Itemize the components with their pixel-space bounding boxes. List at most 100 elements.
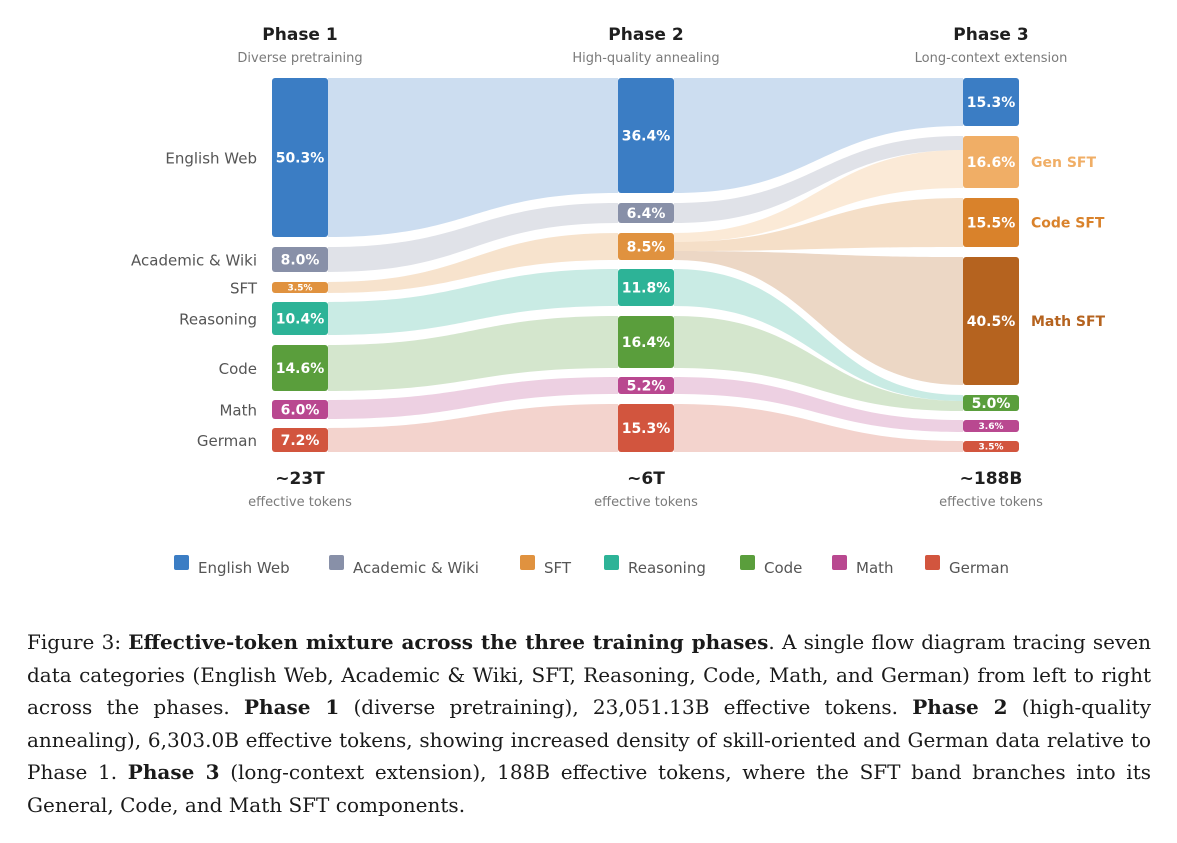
flow-p2-p3-english-web [674, 78, 963, 193]
node-p1-code [272, 345, 328, 391]
caption-text-1: . A single flow diagram tracing seven da… [27, 630, 1151, 719]
category-label-academic-and-wiki: Academic & Wiki [131, 252, 257, 270]
phase-1-title: Phase 1 [262, 25, 337, 45]
node-value-p2-code: 16.4% [622, 335, 671, 351]
phase-2-total: ~6T [627, 469, 665, 489]
side-label-math-sft: Math SFT [1031, 314, 1106, 330]
node-p1-academic-and-wiki [272, 247, 328, 272]
legend-label-sft: SFT [544, 559, 572, 577]
flow-p2-p3-german [674, 404, 963, 452]
side-label-code-sft: Code SFT [1031, 216, 1105, 232]
label-layer: 50.3% English Web 8.0% Academic & Wiki 3.5% S… [131, 25, 1106, 510]
phase-3-total: ~188B [960, 469, 1023, 489]
flow-p1-p2-german [328, 404, 618, 452]
node-p2-math [618, 377, 674, 394]
caption-phase-2: Phase 2 [912, 695, 1008, 719]
flow-p2-p3-code [674, 316, 963, 411]
flow-p1-p2-reasoning [328, 269, 618, 335]
node-value-p3-code-sft: 15.5% [967, 216, 1016, 232]
flow-p2-p3-code-sft [674, 198, 963, 251]
phase-1-subtitle: Diverse pretraining [237, 51, 362, 66]
node-p3-german [963, 441, 1019, 452]
node-p1-german [272, 428, 328, 452]
flow-p1-p2-english-web [328, 78, 618, 237]
figure-caption: Figure 3: Effective-token mixture across… [27, 626, 1151, 821]
node-value-p1-english-web: 50.3% [276, 151, 325, 167]
node-value-p2-english-web: 36.4% [622, 129, 671, 145]
legend-label-code: Code [764, 559, 802, 577]
caption-text-3: (high-quality annealing), 6,303.0B effec… [27, 695, 1151, 784]
legend-swatch-english-web [174, 555, 189, 570]
phase-3-title: Phase 3 [953, 25, 1028, 45]
flow-p2-p3-academic-and-wiki [674, 136, 963, 223]
legend-swatch-code [740, 555, 755, 570]
node-p1-math [272, 400, 328, 419]
legend-label-english-web: English Web [198, 559, 290, 577]
node-value-p3-english-web: 15.3% [967, 95, 1016, 111]
node-p2-code [618, 316, 674, 368]
caption-prefix: Figure 3: [27, 630, 129, 654]
flow-layer [328, 78, 963, 452]
legend-label-academic-and-wiki: Academic & Wiki [353, 559, 479, 577]
node-p1-sft [272, 282, 328, 293]
phase-2-title: Phase 2 [608, 25, 683, 45]
phase-3-subtitle: Long-context extension [915, 51, 1068, 66]
category-label-german: German [197, 432, 257, 450]
flow-p1-p2-sft [328, 233, 618, 293]
phase-1-total-sub: effective tokens [248, 495, 352, 510]
category-label-sft: SFT [230, 280, 258, 298]
node-value-p1-reasoning: 10.4% [276, 312, 325, 328]
phase-3-total-sub: effective tokens [939, 495, 1043, 510]
node-value-p2-math: 5.2% [627, 379, 666, 395]
node-value-p2-german: 15.3% [622, 421, 671, 437]
node-p2-academic-and-wiki [618, 203, 674, 223]
category-label-reasoning: Reasoning [179, 311, 257, 329]
legend-swatch-sft [520, 555, 535, 570]
node-value-p2-academic-and-wiki: 6.4% [627, 206, 666, 222]
node-p3-code-sft [963, 198, 1019, 247]
node-p3-english-web [963, 78, 1019, 126]
node-p2-reasoning [618, 269, 674, 306]
node-p1-english-web [272, 78, 328, 237]
flow-p1-p2-academic-and-wiki [328, 203, 618, 272]
node-value-p2-sft: 8.5% [627, 240, 666, 256]
caption-phase-3: Phase 3 [127, 760, 220, 784]
node-value-p1-code: 14.6% [276, 361, 325, 377]
legend-swatch-math [832, 555, 847, 570]
legend-swatch-reasoning [604, 555, 619, 570]
node-p2-german [618, 404, 674, 452]
node-p2-english-web [618, 78, 674, 193]
flow-p2-p3-gen-sft [674, 150, 963, 242]
legend-label-german: German [949, 559, 1009, 577]
sankey-figure: 50.3% English Web 8.0% Academic & Wiki 3.5% S… [131, 25, 1106, 577]
node-p3-math-sft [963, 257, 1019, 385]
node-value-p1-sft: 3.5% [288, 284, 313, 294]
caption-text-4: (long-context extension), 188B effective… [27, 760, 1151, 817]
node-value-p3-code: 5.0% [972, 396, 1011, 412]
node-p1-reasoning [272, 302, 328, 335]
node-p2-sft [618, 233, 674, 260]
node-value-p3-german: 3.5% [979, 443, 1004, 453]
category-label-math: Math [219, 402, 257, 420]
flow-p2-p3-math-sft [674, 251, 963, 385]
node-value-p1-math: 6.0% [281, 403, 320, 419]
caption-title: Effective-token mixture across the three… [128, 630, 769, 654]
node-p3-code [963, 395, 1019, 411]
node-p3-gen-sft [963, 136, 1019, 188]
caption-phase-1: Phase 1 [243, 695, 340, 719]
phase-2-subtitle: High-quality annealing [572, 51, 719, 66]
category-label-code: Code [219, 360, 257, 378]
flow-p1-p2-math [328, 377, 618, 419]
legend-label-reasoning: Reasoning [628, 559, 706, 577]
phase-2-total-sub: effective tokens [594, 495, 698, 510]
flow-p2-p3-math [674, 377, 963, 432]
node-value-p2-reasoning: 11.8% [622, 281, 671, 297]
flow-p2-p3-reasoning [674, 269, 963, 401]
flow-p1-p2-code [328, 316, 618, 391]
node-value-p3-math: 3.6% [979, 422, 1004, 432]
legend: English Web Academic & Wiki SFT Reasoning Co… [174, 555, 1009, 577]
caption-text-2: (diverse pretraining), 23,051.13B effect… [339, 695, 913, 719]
legend-swatch-german [925, 555, 940, 570]
node-value-p3-math-sft: 40.5% [967, 314, 1016, 330]
node-layer [272, 78, 1019, 452]
